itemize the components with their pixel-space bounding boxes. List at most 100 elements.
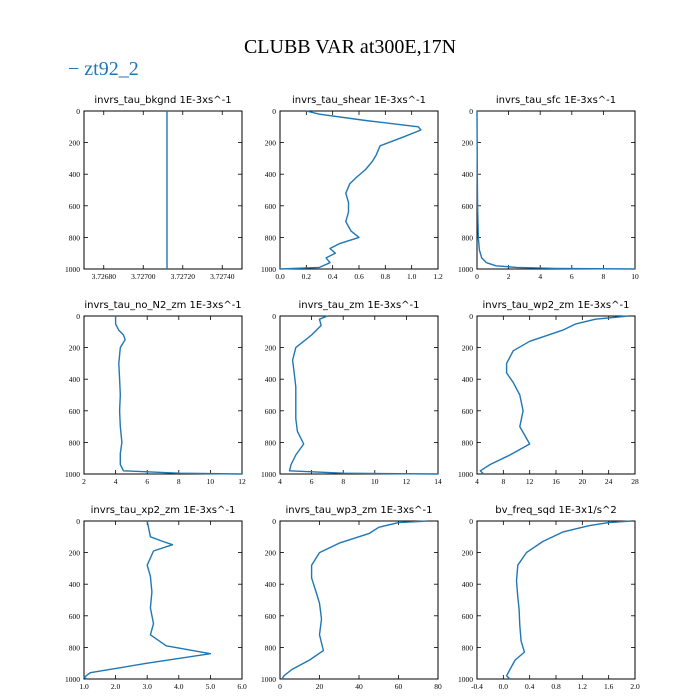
- y-tick-label: 1000: [65, 265, 80, 274]
- y-tick-label: 1000: [261, 265, 276, 274]
- x-tick-label: 4: [114, 477, 118, 486]
- x-tick-label: 10: [631, 272, 639, 281]
- x-tick-label: 2: [82, 477, 86, 486]
- subplot-title: invrs_tau_wp2_zm 1E-3xs^-1: [483, 300, 630, 311]
- x-tick-label: 6: [145, 477, 149, 486]
- x-tick-label: 20: [316, 682, 324, 691]
- y-tick-label: 200: [265, 549, 277, 558]
- y-tick-label: 600: [69, 407, 81, 416]
- x-tick-label: 6: [570, 272, 574, 281]
- series-line: [476, 110, 636, 270]
- subplot-title: invrs_tau_no_N2_zm 1E-3xs^-1: [84, 300, 241, 311]
- series-line: [479, 315, 629, 475]
- y-tick-label: 800: [265, 233, 277, 242]
- x-tick-label: 0.8: [381, 272, 391, 281]
- y-tick-label: 1000: [458, 470, 473, 479]
- plot-frame: [476, 315, 636, 475]
- x-tick-label: 8: [341, 477, 345, 486]
- x-tick-label: 6.0: [237, 682, 247, 691]
- x-tick-label: 3.72680: [92, 272, 117, 281]
- subplot-title: invrs_tau_wp3_zm 1E-3xs^-1: [286, 505, 433, 516]
- x-tick-label: 16: [552, 477, 560, 486]
- subplot-title: invrs_tau_zm 1E-3xs^-1: [298, 300, 419, 311]
- subplot-7: invrs_tau_xp2_zm 1E-3xs^-1 1.0 2.0 3.0 4.0 5.…: [65, 505, 247, 691]
- y-tick-label: 400: [69, 170, 81, 179]
- x-tick-label: 0.4: [525, 682, 535, 691]
- y-tick-label: 0: [272, 107, 276, 116]
- y-tick-label: 0: [469, 517, 473, 526]
- x-tick-label: 3.72700: [131, 272, 156, 281]
- y-tick-label: 0: [76, 107, 80, 116]
- plot-frame: [279, 110, 439, 270]
- x-tick-label: 3.72740: [210, 272, 235, 281]
- plot-frame: [279, 520, 439, 680]
- y-tick-label: 600: [462, 202, 474, 211]
- y-tick-label: 800: [462, 233, 474, 242]
- y-tick-label: 600: [69, 612, 81, 621]
- series-line: [83, 520, 212, 680]
- y-tick-label: 1000: [458, 265, 473, 274]
- x-tick-label: 2: [507, 272, 511, 281]
- y-tick-label: 400: [462, 375, 474, 384]
- y-tick-label: 400: [265, 580, 277, 589]
- plot-frame: [476, 520, 636, 680]
- y-tick-label: 600: [69, 202, 81, 211]
- y-tick-label: 200: [462, 549, 474, 558]
- y-tick-label: 1000: [261, 675, 276, 684]
- subplot-title: invrs_tau_xp2_zm 1E-3xs^-1: [91, 505, 236, 516]
- y-tick-label: 400: [265, 170, 277, 179]
- subplot-6: invrs_tau_wp2_zm 1E-3xs^-1 4 8 12 16 20 24 28 0 2…: [458, 300, 639, 486]
- x-tick-label: 6: [310, 477, 314, 486]
- x-tick-label: 0.8: [551, 682, 561, 691]
- series-line: [114, 316, 243, 475]
- y-tick-label: 0: [469, 107, 473, 116]
- x-tick-label: 10: [207, 477, 215, 486]
- y-tick-label: 600: [265, 202, 277, 211]
- y-tick-label: 200: [462, 139, 474, 148]
- x-tick-label: 2.0: [630, 682, 640, 691]
- x-tick-label: 1.2: [578, 682, 588, 691]
- y-tick-label: 1000: [458, 675, 473, 684]
- subplot-8: invrs_tau_wp3_zm 1E-3xs^-1 0 20 40 60 80 0 200 4…: [261, 505, 442, 691]
- y-tick-label: 400: [69, 375, 81, 384]
- plot-frame: [83, 110, 243, 270]
- subplot-title: invrs_tau_sfc 1E-3xs^-1: [496, 95, 616, 106]
- x-tick-label: 0.0: [275, 272, 285, 281]
- x-tick-label: 40: [355, 682, 363, 691]
- plot-frame: [476, 110, 636, 270]
- y-tick-label: 800: [462, 643, 474, 652]
- y-tick-label: 400: [462, 170, 474, 179]
- series-line: [281, 520, 429, 680]
- x-tick-label: 1.6: [604, 682, 614, 691]
- x-tick-label: 0.6: [354, 272, 364, 281]
- y-tick-label: 1000: [65, 470, 80, 479]
- y-tick-label: 800: [69, 233, 81, 242]
- y-tick-label: 400: [69, 580, 81, 589]
- x-tick-label: 1.0: [407, 272, 417, 281]
- x-tick-label: 80: [434, 682, 442, 691]
- x-tick-label: 2.0: [111, 682, 121, 691]
- y-tick-label: 800: [69, 438, 81, 447]
- x-tick-label: 60: [395, 682, 403, 691]
- x-tick-label: 8: [177, 477, 181, 486]
- y-tick-label: 600: [265, 612, 277, 621]
- y-tick-label: 0: [272, 517, 276, 526]
- x-tick-label: 12: [526, 477, 534, 486]
- y-tick-label: 200: [265, 344, 277, 353]
- series-line: [279, 110, 422, 270]
- x-tick-label: 0: [475, 272, 479, 281]
- subplot-3: invrs_tau_sfc 1E-3xs^-1 0 2 4 6 8 10 0 200 400 600…: [458, 95, 639, 281]
- plot-frame: [279, 315, 439, 475]
- x-tick-label: 10: [371, 477, 379, 486]
- x-tick-label: 12: [238, 477, 246, 486]
- y-tick-label: 800: [462, 438, 474, 447]
- plot-frame: [83, 315, 243, 475]
- y-tick-label: 200: [265, 139, 277, 148]
- subplot-4: invrs_tau_no_N2_zm 1E-3xs^-1 2 4 6 8 10 12 0 200…: [65, 300, 246, 486]
- y-tick-label: 0: [469, 312, 473, 321]
- x-tick-label: 8: [602, 272, 606, 281]
- x-tick-label: 0: [278, 682, 282, 691]
- x-tick-label: 4: [538, 272, 542, 281]
- x-tick-label: 14: [434, 477, 442, 486]
